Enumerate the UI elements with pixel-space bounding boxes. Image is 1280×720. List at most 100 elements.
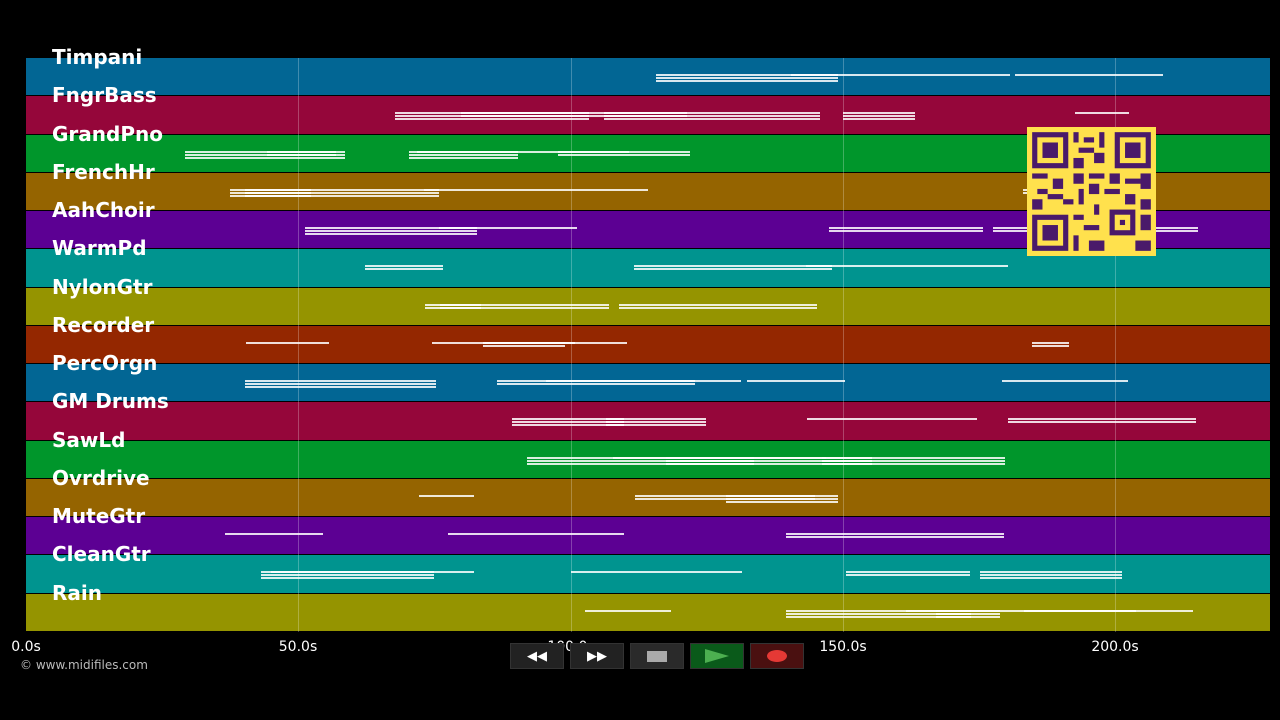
note	[511, 424, 625, 427]
note	[425, 306, 609, 309]
note	[906, 609, 1137, 612]
record-icon	[767, 650, 787, 662]
note	[1032, 344, 1070, 347]
note	[526, 456, 754, 459]
note	[229, 188, 439, 191]
note	[786, 609, 971, 612]
note	[245, 341, 330, 344]
note	[1023, 609, 1194, 612]
track-name: Recorder	[52, 312, 155, 337]
note	[365, 265, 443, 268]
note	[603, 112, 820, 115]
record-button[interactable]	[750, 643, 804, 669]
note	[511, 418, 625, 421]
track-name: CleanGtr	[52, 542, 151, 567]
fast-forward-icon: ▶▶	[587, 648, 607, 664]
note	[184, 156, 345, 159]
note	[511, 421, 625, 424]
note	[497, 380, 695, 383]
note	[605, 424, 707, 427]
note	[634, 497, 815, 500]
note	[418, 494, 475, 497]
note	[438, 227, 578, 230]
track-row[interactable]	[26, 555, 1270, 593]
note	[785, 536, 1005, 539]
note	[229, 194, 439, 197]
note	[725, 500, 839, 503]
note	[526, 462, 754, 465]
note	[821, 456, 1006, 459]
note	[409, 156, 519, 159]
note	[1008, 418, 1196, 421]
note	[746, 380, 846, 383]
note	[603, 115, 820, 118]
play-button[interactable]	[690, 643, 744, 669]
note	[980, 574, 1122, 577]
track-name: FrenchHr	[52, 159, 155, 184]
track-name: Timpani	[52, 45, 143, 69]
note	[980, 577, 1122, 580]
note	[828, 230, 984, 233]
note	[416, 150, 630, 153]
track-name: Rain	[52, 580, 102, 605]
note	[482, 344, 566, 347]
note	[585, 609, 672, 612]
play-icon	[705, 649, 729, 663]
note	[1014, 74, 1164, 76]
note	[260, 577, 434, 580]
note	[980, 571, 1122, 574]
note	[665, 459, 873, 462]
track-row[interactable]	[26, 478, 1270, 517]
note	[1032, 341, 1070, 344]
note	[605, 421, 707, 424]
qr-code	[1027, 127, 1156, 256]
track-name: NylonGtr	[52, 274, 153, 299]
note	[245, 380, 437, 383]
stop-button[interactable]	[630, 643, 684, 669]
note	[229, 191, 439, 194]
note	[655, 80, 839, 82]
copyright-text: © www.midifiles.com	[20, 658, 148, 672]
note	[846, 574, 971, 577]
note	[807, 418, 977, 421]
note	[603, 118, 820, 121]
note	[570, 571, 742, 574]
note	[245, 383, 437, 386]
note	[1074, 112, 1130, 115]
track-name: GM Drums	[52, 389, 169, 414]
grid-line	[298, 58, 299, 632]
track-row[interactable]	[26, 287, 1270, 325]
time-tick-label: 150.0s	[819, 639, 867, 655]
note	[665, 456, 873, 459]
track-row[interactable]	[26, 440, 1270, 478]
note	[790, 74, 1011, 76]
grid-line	[843, 58, 844, 632]
note	[260, 574, 434, 577]
track-name: SawLd	[52, 427, 126, 452]
note	[936, 615, 1000, 618]
track-row[interactable]	[26, 58, 1270, 96]
note	[271, 571, 474, 574]
note	[526, 459, 754, 462]
track-row[interactable]	[26, 364, 1270, 402]
note	[1008, 421, 1196, 424]
track-name: Ovrdrive	[52, 465, 150, 490]
track-row[interactable]	[26, 517, 1270, 555]
track-name: MuteGtr	[52, 504, 146, 529]
note	[394, 115, 589, 118]
note	[634, 268, 832, 271]
note	[1001, 380, 1129, 383]
rewind-button[interactable]: ◀◀	[510, 643, 564, 669]
stop-icon	[647, 650, 667, 662]
track-row[interactable]	[26, 402, 1270, 440]
fast-forward-button[interactable]: ▶▶	[570, 643, 624, 669]
track-name: FngrBass	[52, 83, 157, 108]
track-name: PercOrgn	[52, 351, 158, 376]
note	[245, 386, 437, 389]
note	[394, 118, 589, 121]
track-row[interactable]	[26, 96, 1270, 134]
note	[619, 306, 818, 309]
note	[665, 462, 873, 465]
track-row[interactable]	[26, 325, 1270, 364]
track-row[interactable]	[26, 593, 1270, 631]
